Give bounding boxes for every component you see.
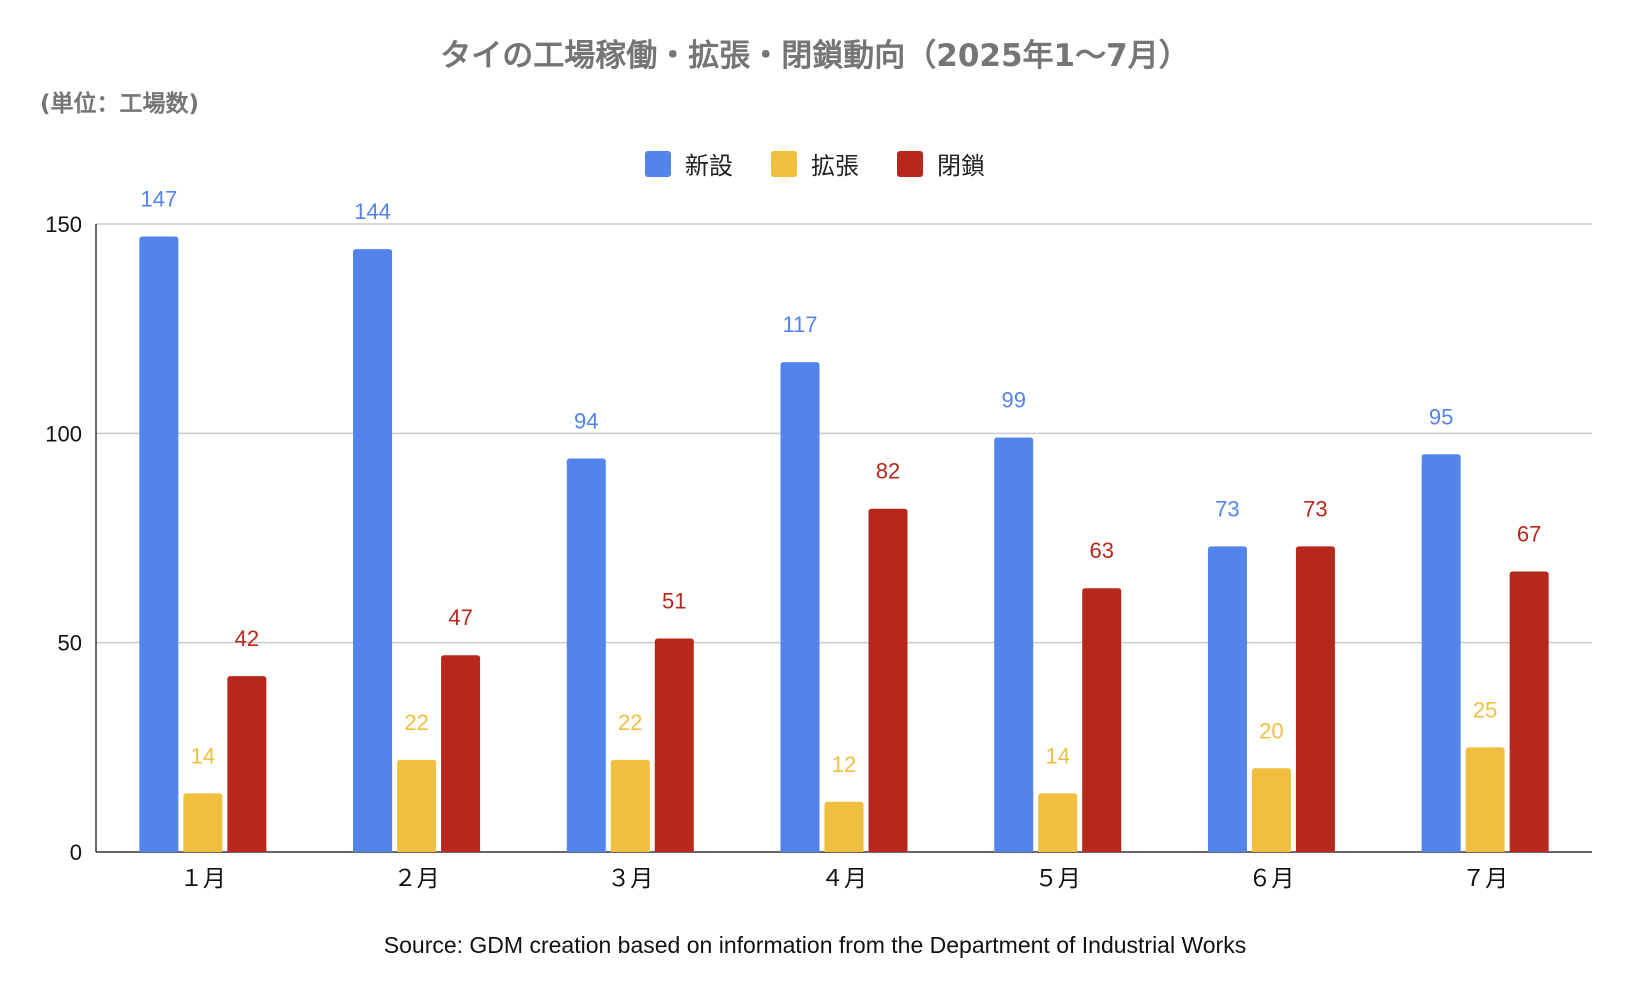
data-label-expansion: 14 [1045,743,1069,768]
x-tick-label: ５月 [1035,866,1081,892]
bar-expansion [183,793,223,852]
data-label-expansion: 22 [404,710,428,735]
data-label-new: 99 [1001,388,1025,413]
data-label-expansion: 25 [1473,697,1497,722]
bar-new [1421,454,1461,852]
x-tick-label: ２月 [394,866,440,892]
x-tick-label: ４月 [821,866,867,892]
data-label-new: 144 [354,199,391,224]
bar-new [1207,546,1247,852]
legend-swatch-expansion [771,150,797,177]
data-label-expansion: 22 [618,710,642,735]
chart-title: タイの工場稼働・拡張・閉鎖動向（2025年1〜7月） [440,38,1190,74]
bar-new [139,236,179,852]
chart-subtitle: (単位：工場数) [40,91,200,117]
bar-closure [1082,588,1122,852]
y-tick-label: 0 [70,840,82,865]
legend-swatch-new [645,150,671,177]
bar-new [994,437,1034,852]
data-label-closure: 82 [876,459,900,484]
bar-new [780,362,820,852]
x-tick-label: ６月 [1248,866,1294,892]
bar-closure [868,508,908,852]
source-note: Source: GDM creation based on informatio… [383,932,1247,958]
bar-expansion [610,759,650,852]
data-label-new: 147 [140,187,177,212]
data-label-closure: 51 [662,588,686,613]
y-tick-label: 150 [45,212,82,237]
legend-item-closure: 閉鎖 [897,146,985,181]
bar-expansion [1038,793,1078,852]
data-label-closure: 67 [1517,521,1541,546]
bar-closure [654,638,694,852]
bar-expansion [1465,747,1505,852]
legend-label-closure: 閉鎖 [937,152,985,180]
x-tick-label: ７月 [1462,866,1508,892]
legend-label-new: 新設 [685,152,733,180]
legend-label-expansion: 拡張 [811,152,859,180]
bar-new [353,249,393,852]
data-label-new: 95 [1429,404,1453,429]
bar-expansion [824,801,864,852]
bar-closure [1295,546,1335,852]
bar-new [566,458,606,852]
data-label-new: 73 [1215,496,1239,521]
data-label-closure: 63 [1089,538,1113,563]
bar-closure [441,655,481,852]
y-tick-label: 50 [58,631,82,656]
data-label-new: 117 [782,312,817,337]
bar-expansion [1251,768,1291,852]
data-label-expansion: 20 [1259,718,1283,743]
legend-swatch-closure [897,150,923,177]
data-label-expansion: 12 [832,752,856,777]
data-label-closure: 47 [448,605,472,630]
y-tick-label: 100 [45,421,82,446]
legend-item-new: 新設 [645,146,733,181]
legend-item-expansion: 拡張 [771,146,859,181]
data-label-closure: 42 [235,626,259,651]
data-label-new: 94 [574,408,598,433]
x-tick-label: １月 [180,866,226,892]
x-tick-label: ３月 [607,866,653,892]
chart-legend: 新設 拡張 閉鎖 [0,146,1630,181]
data-label-closure: 73 [1303,496,1327,521]
bar-closure [227,676,267,852]
data-label-expansion: 14 [191,743,215,768]
bar-closure [1509,571,1549,852]
bar-expansion [397,759,437,852]
